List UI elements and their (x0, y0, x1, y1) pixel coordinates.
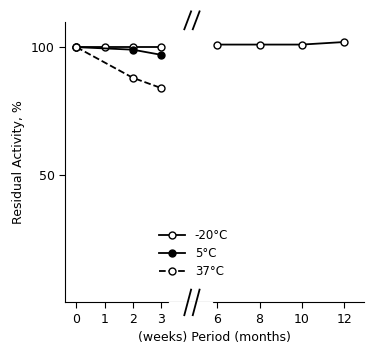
Bar (169, 302, 212, 323)
Y-axis label: Residual Activity, %: Residual Activity, % (12, 100, 25, 224)
Legend: -20°C, 5°C, 37°C: -20°C, 5°C, 37°C (155, 225, 233, 283)
X-axis label: (weeks) Period (months): (weeks) Period (months) (138, 331, 291, 345)
